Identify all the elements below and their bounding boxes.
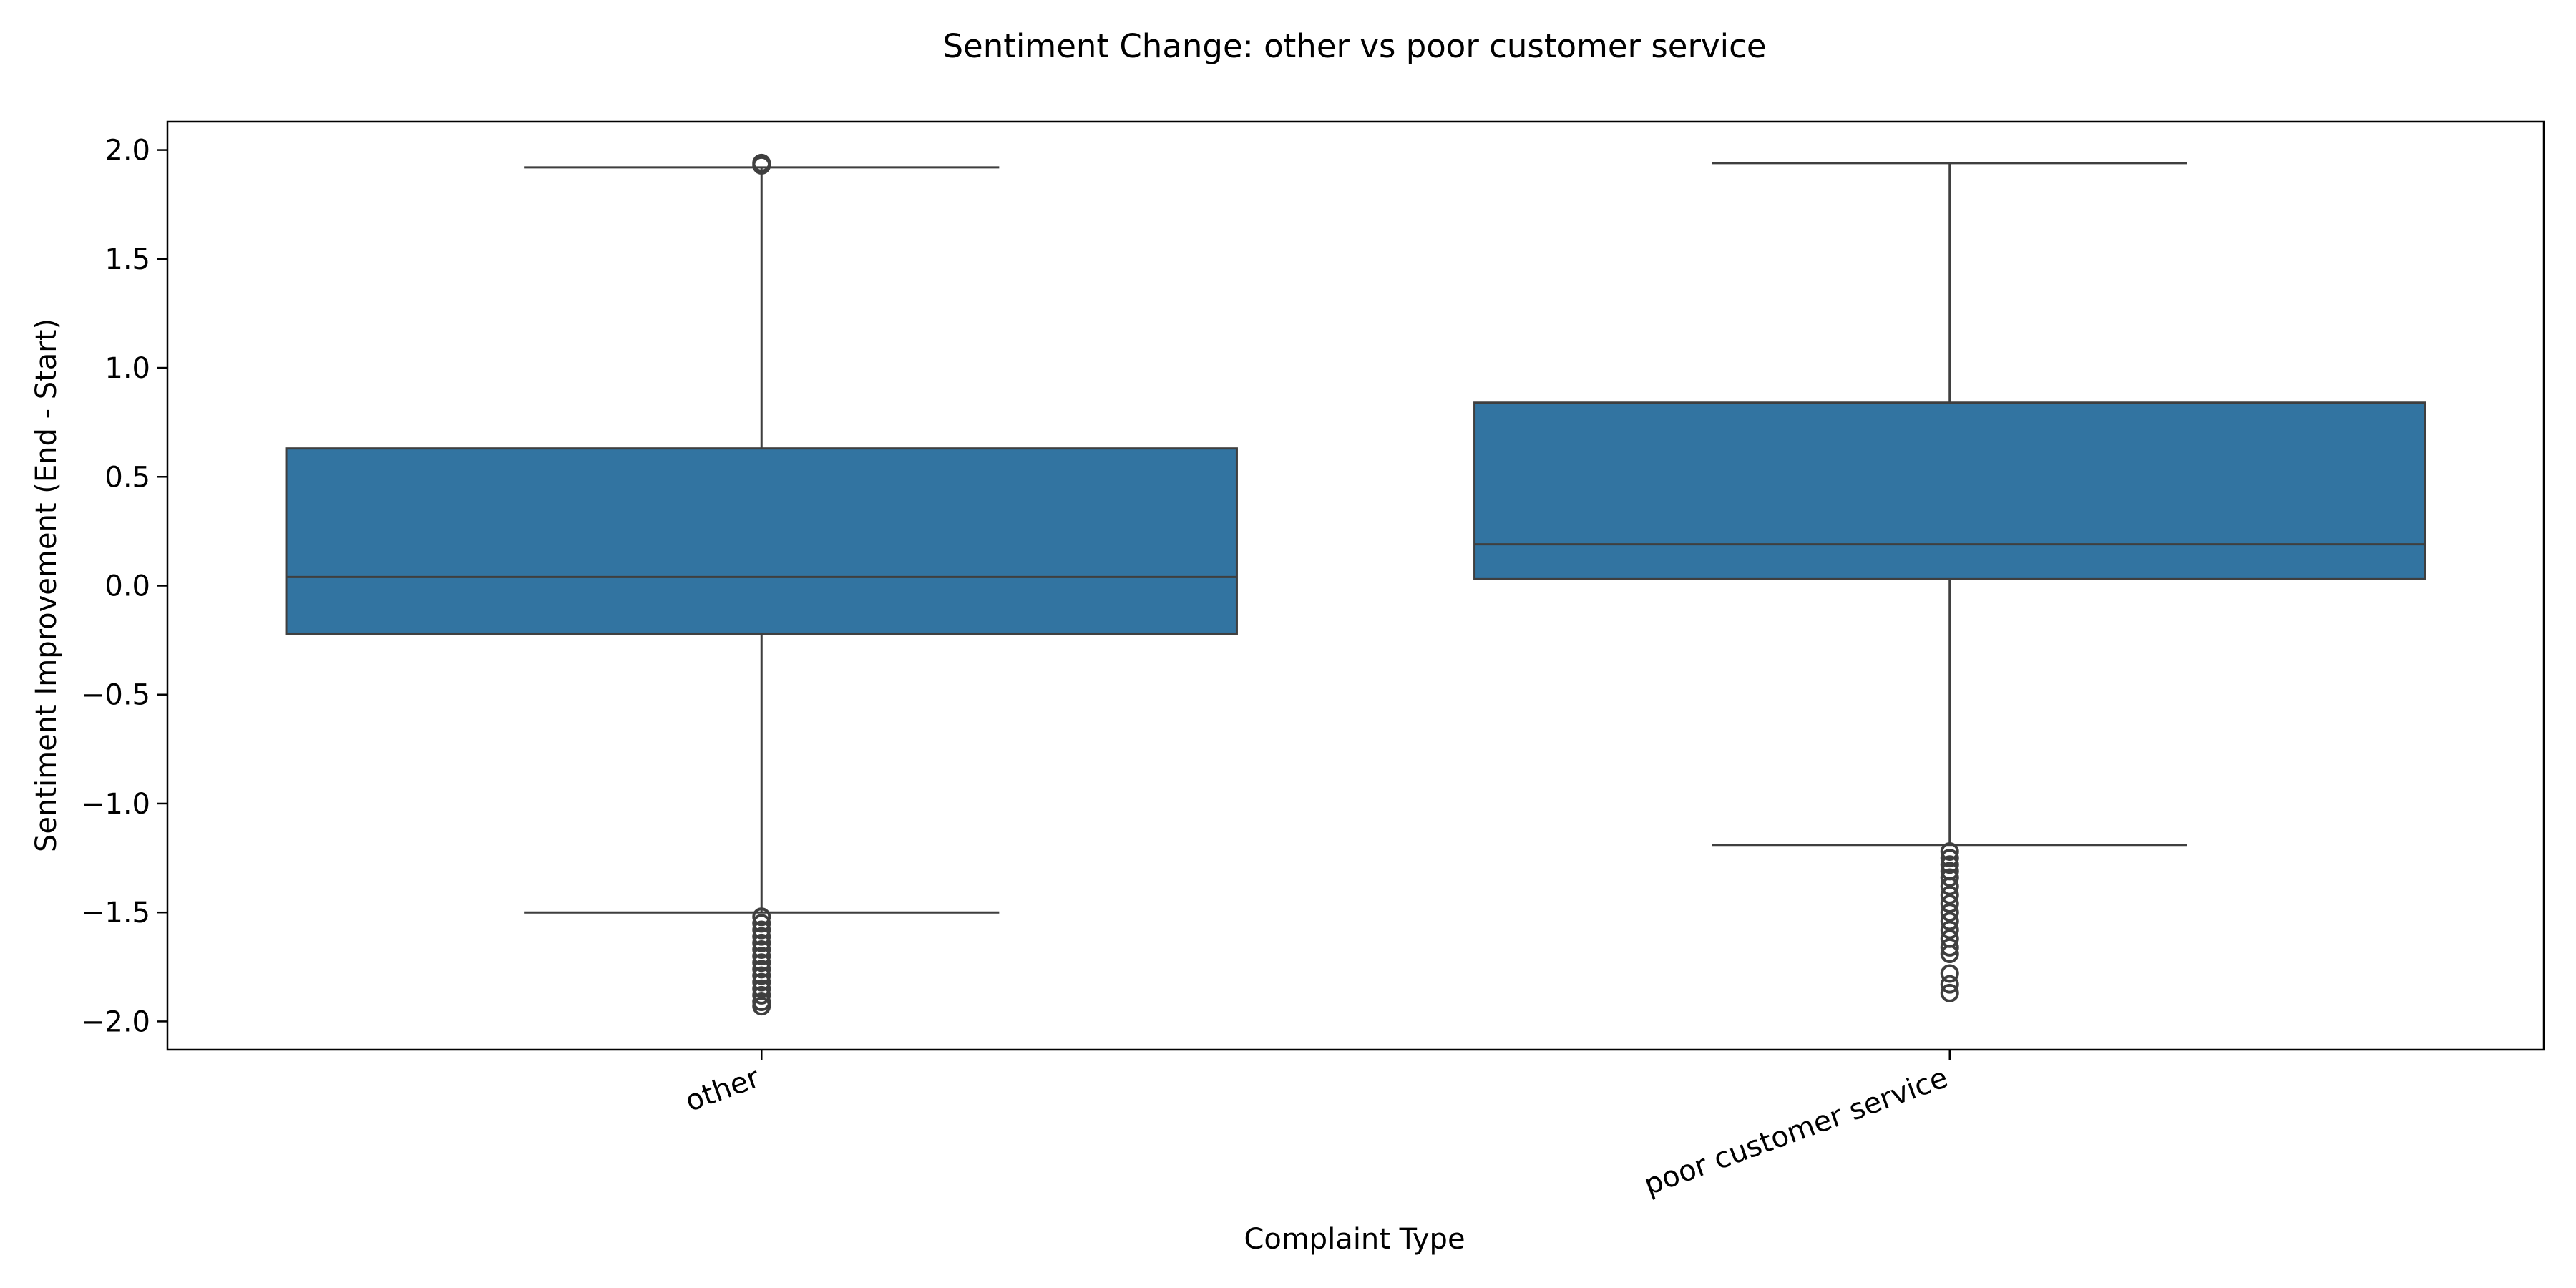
outlier-point [1940, 849, 1959, 868]
outlier-point [1940, 975, 1959, 994]
y-axis-label: Sentiment Improvement (End - Start) [30, 318, 63, 852]
box-group [285, 153, 1238, 1016]
outlier-point [752, 920, 771, 940]
y-tick-label: −1.0 [81, 788, 150, 821]
y-axis: 2.0 1.5 1.0 0.5 0.0 −0.5 −1.0 −1.5 −2.0 [81, 135, 167, 1038]
outlier-point [752, 985, 771, 1005]
outlier-point [752, 972, 771, 992]
chart-title: Sentiment Change: other vs poor customer… [942, 27, 1766, 65]
box-group [1473, 162, 2426, 1002]
y-tick-label: 2.0 [104, 135, 150, 167]
outlier-point [752, 979, 771, 998]
outlier-point [752, 953, 771, 972]
outlier-point [1940, 894, 1959, 914]
plot-area [285, 153, 2426, 1016]
outlier-point [752, 914, 771, 933]
y-tick-label: −2.0 [81, 1005, 150, 1038]
y-tick-label: −0.5 [81, 679, 150, 712]
x-axis-label: Complaint Type [1244, 1223, 1465, 1256]
y-tick-label: −1.5 [81, 897, 150, 930]
outlier-point [1940, 885, 1959, 904]
outlier-point [752, 966, 771, 985]
box-iqr [1473, 401, 2426, 580]
outlier-point [1940, 841, 1959, 861]
y-tick-label: 0.5 [104, 461, 150, 494]
outlier-point [1940, 945, 1959, 964]
outlier-point [1940, 983, 1959, 1002]
outlier-point [1940, 855, 1959, 874]
outlier-point [752, 927, 771, 946]
outlier-point [752, 997, 771, 1016]
y-tick-label: 0.0 [104, 570, 150, 603]
outlier-point [752, 940, 771, 959]
outlier-point [1940, 964, 1959, 983]
outlier-point [752, 907, 771, 927]
outlier-point [1940, 877, 1959, 896]
outlier-point [1940, 937, 1959, 957]
box-iqr [285, 447, 1238, 635]
y-tick-label: 1.5 [104, 243, 150, 276]
axes-frame [166, 120, 2545, 1051]
outlier-point [752, 960, 771, 979]
outlier-point [1940, 920, 1959, 940]
outlier-point [752, 947, 771, 966]
outlier-point [752, 933, 771, 952]
outlier-point [1940, 903, 1959, 922]
outlier-point [752, 155, 771, 175]
outlier-point [1940, 868, 1959, 887]
y-tick-label: 1.0 [104, 352, 150, 385]
outlier-point [1940, 912, 1959, 931]
